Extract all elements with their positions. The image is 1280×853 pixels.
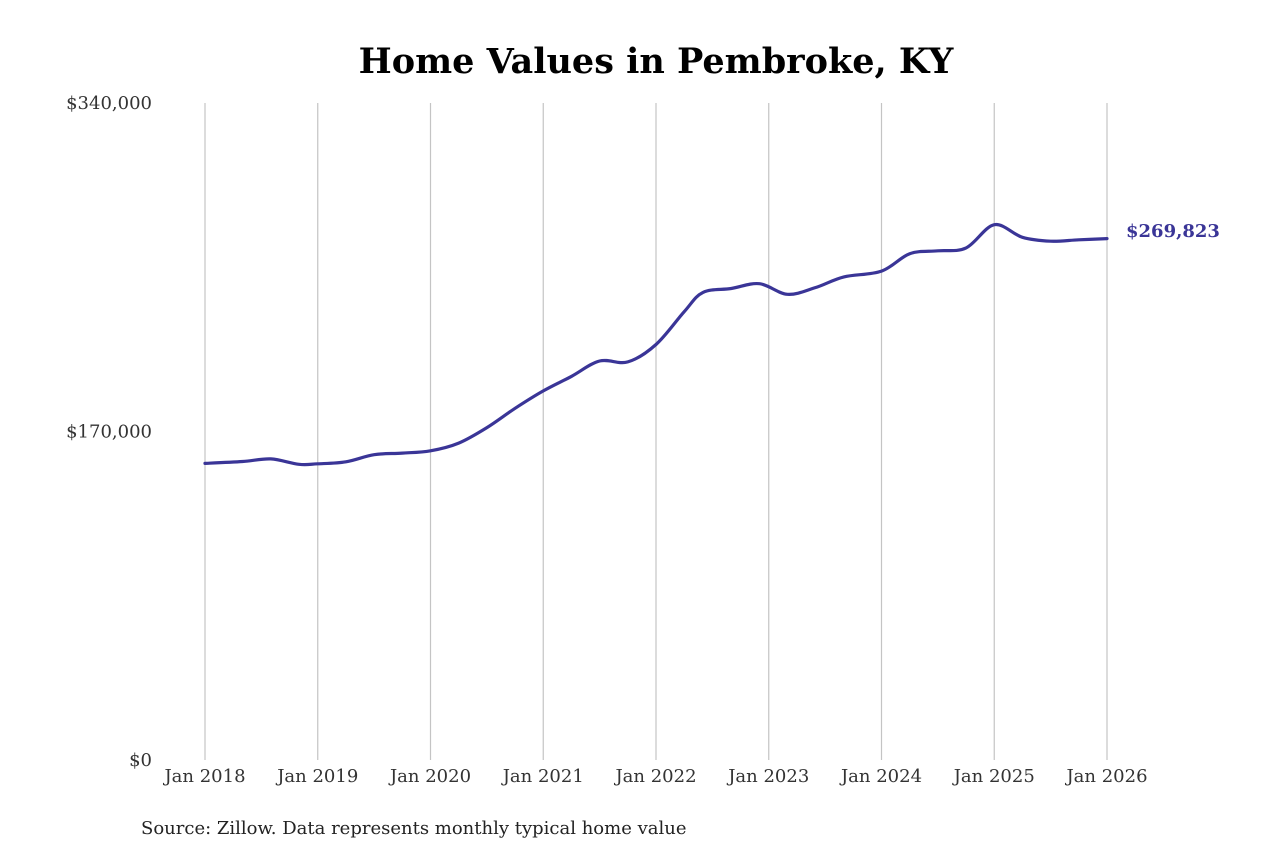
y-tick-label: $340,000 — [66, 93, 152, 114]
x-tick-label: Jan 2026 — [1064, 766, 1147, 787]
x-tick-label: Jan 2020 — [388, 766, 471, 787]
vertical-gridlines — [204, 103, 1108, 760]
x-tick-label: Jan 2018 — [162, 766, 245, 787]
source-note: Source: Zillow. Data represents monthly … — [141, 818, 687, 839]
x-tick-label: Jan 2021 — [501, 766, 584, 787]
x-tick-label: Jan 2025 — [952, 766, 1035, 787]
series-line — [203, 223, 1109, 467]
y-tick-label: $0 — [129, 750, 152, 771]
x-tick-label: Jan 2019 — [275, 766, 358, 787]
y-axis-ticks: $0 $170,000 $340,000 — [66, 93, 152, 771]
x-tick-label: Jan 2024 — [839, 766, 922, 787]
x-tick-label: Jan 2022 — [613, 766, 696, 787]
y-tick-label: $170,000 — [66, 422, 152, 443]
x-tick-label: Jan 2023 — [726, 766, 809, 787]
x-axis-ticks: Jan 2018 Jan 2019 Jan 2020 Jan 2021 Jan 2022… — [162, 766, 1147, 787]
chart-title: Home Values in Pembroke, KY — [359, 41, 955, 82]
last-value-label: $269,823 — [1126, 221, 1220, 242]
series-group — [203, 223, 1109, 467]
